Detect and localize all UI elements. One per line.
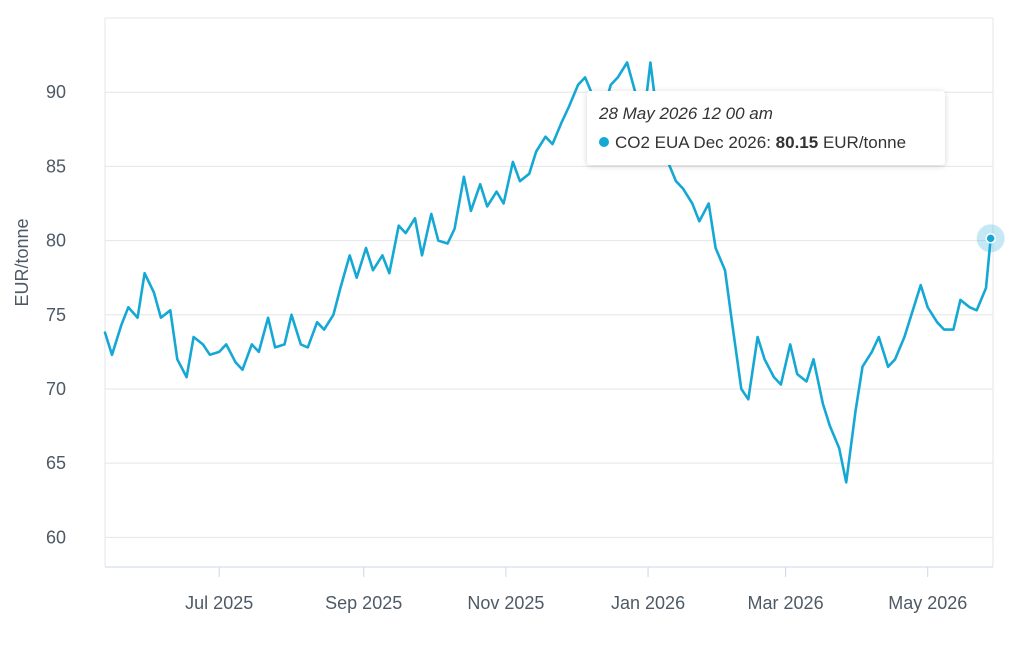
x-tick-label: Jan 2026 [611,593,685,613]
series-line[interactable] [103,61,992,484]
tooltip-series-line: CO2 EUA Dec 2026: 80.15 EUR/tonne [599,133,933,153]
x-tick-label: Mar 2026 [748,593,824,613]
tooltip-unit: EUR/tonne [822,133,907,152]
tooltip-date: 28 May 2026 12 00 am [599,104,773,123]
y-tick-label: 75 [46,305,66,325]
y-tick-label: 60 [46,527,66,547]
y-tick-label: 80 [46,231,66,251]
y-tick-label: 70 [46,379,66,399]
y-tick-label: 85 [46,156,66,176]
y-tick-label: 90 [46,82,66,102]
tooltip-series-name: CO2 EUA Dec 2026 [615,133,767,152]
series-dot-icon [599,137,609,147]
hover-point-marker[interactable] [985,233,996,244]
tooltip-colon: : [766,133,776,152]
y-tick-label: 65 [46,453,66,473]
x-tick-label: Nov 2025 [467,593,544,613]
chart-tooltip: 28 May 2026 12 00 am CO2 EUA Dec 2026: 8… [587,91,945,165]
x-tick-label: Jul 2025 [185,593,253,613]
y-axis-title: EUR/tonne [12,218,32,306]
x-tick-label: May 2026 [888,593,967,613]
tooltip-value: 80.15 [775,133,819,152]
x-tick-label: Sep 2025 [325,593,402,613]
